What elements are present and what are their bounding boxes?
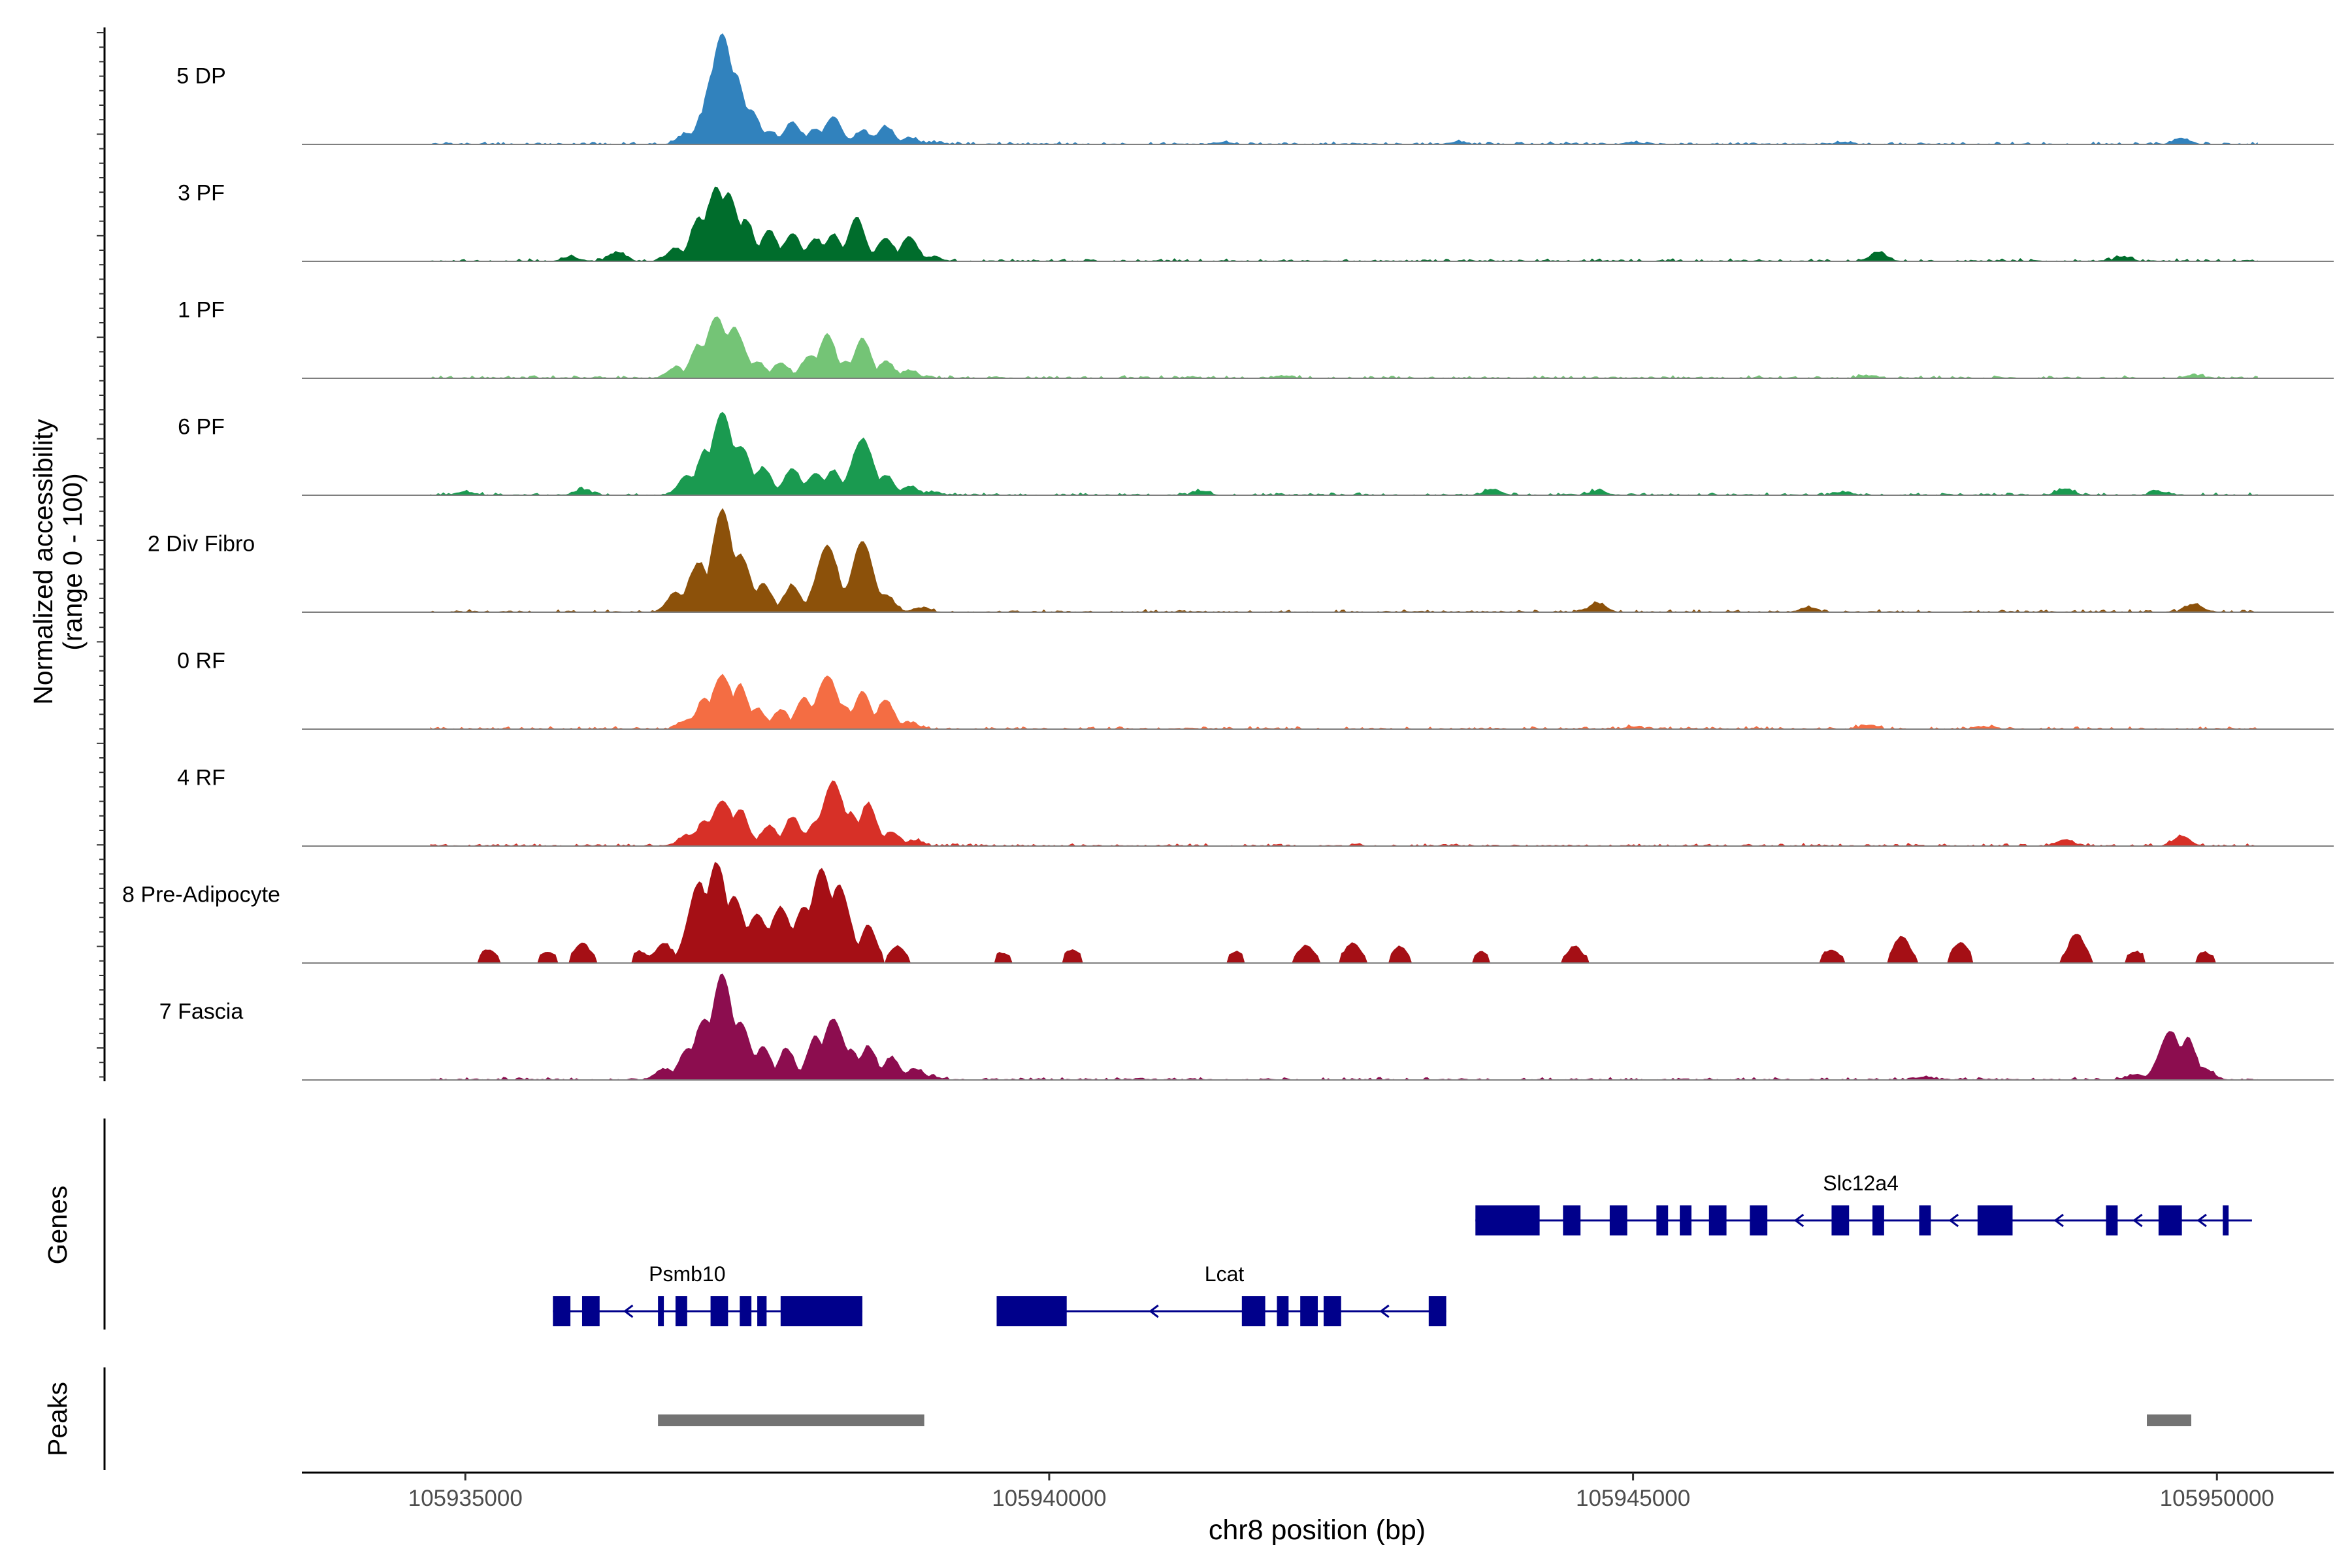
x-tick-label-2: 105945000 [1576,1486,1690,1511]
coverage-area-8 [430,973,2258,1080]
exon-10 [1977,1205,2013,1235]
coverage-area-0 [430,33,2258,144]
exon-1 [1563,1205,1581,1235]
exon-2 [1277,1296,1289,1326]
coverage-area-2 [430,316,2258,378]
exon-6 [757,1296,767,1326]
track-label-8: 7 Fascia [159,1000,244,1024]
coverage-area-6 [430,780,2258,846]
y-axis-title-line1: Normalized accessibility [28,419,58,705]
coverage-area-4 [430,508,2258,612]
exon-4 [1680,1205,1691,1235]
genes-panel-label: Genes [42,1186,73,1265]
exon-3 [675,1296,687,1326]
exon-5 [1708,1205,1727,1235]
exon-1 [581,1296,600,1326]
exon-5 [1428,1296,1446,1326]
gene-label-lcat: Lcat [1205,1262,1245,1286]
exon-9 [1919,1205,1931,1235]
track-7: 8 Pre-Adipocyte [122,862,2334,964]
strand-arrow [1793,1213,1805,1228]
exon-13 [2223,1205,2229,1235]
track-label-2: 1 PF [178,298,225,323]
track-label-0: 5 DP [176,64,226,89]
x-tick-label-0: 105935000 [408,1486,523,1511]
track-6: 4 RF [177,766,2334,847]
exon-4 [1323,1296,1341,1326]
strand-arrow [623,1304,634,1318]
strand-arrow [1948,1213,1959,1228]
coverage-area-5 [430,674,2258,729]
track-1: 3 PF [178,181,2334,262]
track-3: 6 PF [178,412,2334,496]
coverage-area-3 [430,412,2258,495]
coverage-area-1 [430,186,2258,261]
track-2: 1 PF [178,298,2334,379]
track-8: 7 Fascia [159,973,2334,1081]
exon-8 [1872,1205,1884,1235]
strand-arrow [1379,1304,1390,1318]
exon-5 [740,1296,752,1326]
x-tick-label-1: 105940000 [992,1486,1106,1511]
coverage-tracks: 5 DP 3 PF 1 PF 6 PF 2 Div Fibro 0 RF 4 RF 8 Pre… [122,33,2334,1081]
track-label-3: 6 PF [178,415,225,440]
track-5: 0 RF [177,649,2334,730]
exon-4 [710,1296,728,1326]
exon-0 [1475,1205,1540,1235]
x-axis: 105935000 105940000 105945000 105950000 [408,1473,2274,1511]
track-label-6: 4 RF [177,766,225,791]
peaks-panel-label: Peaks [42,1382,73,1456]
exon-11 [2106,1205,2118,1235]
track-label-4: 2 Div Fibro [148,532,255,557]
track-label-7: 8 Pre-Adipocyte [122,883,280,907]
tracks-axis-ticks [97,32,105,1078]
exon-3 [1300,1296,1318,1326]
peak-region-1 [2147,1414,2191,1426]
strand-arrow [1149,1304,1159,1318]
track-label-1: 3 PF [178,181,225,206]
exon-7 [1831,1205,1850,1235]
gene-label-slc12a4: Slc12a4 [1823,1171,1899,1195]
peak-region-0 [658,1414,924,1426]
exon-12 [2158,1205,2182,1235]
gene-annotation-track: Slc12a4 Psmb10 Lcat [553,1171,2252,1326]
exon-6 [1750,1205,1768,1235]
strand-arrow [2053,1213,2064,1228]
strand-arrow [2132,1213,2143,1228]
peaks-track [658,1414,2191,1426]
gene-lcat: Lcat [996,1262,1446,1326]
x-axis-title: chr8 position (bp) [1209,1514,1426,1546]
strand-arrow [2197,1213,2207,1228]
track-label-5: 0 RF [177,649,225,674]
y-axis-title-line2: (range 0 - 100) [57,473,88,650]
exon-2 [658,1296,664,1326]
gene-label-psmb10: Psmb10 [649,1262,725,1286]
exon-2 [1609,1205,1627,1235]
x-tick-label-3: 105950000 [2160,1486,2274,1511]
exon-7 [780,1296,862,1326]
track-4: 2 Div Fibro [148,508,2334,613]
coverage-area-7 [430,862,2258,963]
exon-3 [1656,1205,1669,1235]
gene-psmb10: Psmb10 [553,1262,862,1326]
exon-1 [1241,1296,1266,1326]
exon-0 [553,1296,571,1326]
gene-slc12a4: Slc12a4 [1475,1171,2252,1235]
track-0: 5 DP [176,33,2334,145]
exon-0 [996,1296,1067,1326]
